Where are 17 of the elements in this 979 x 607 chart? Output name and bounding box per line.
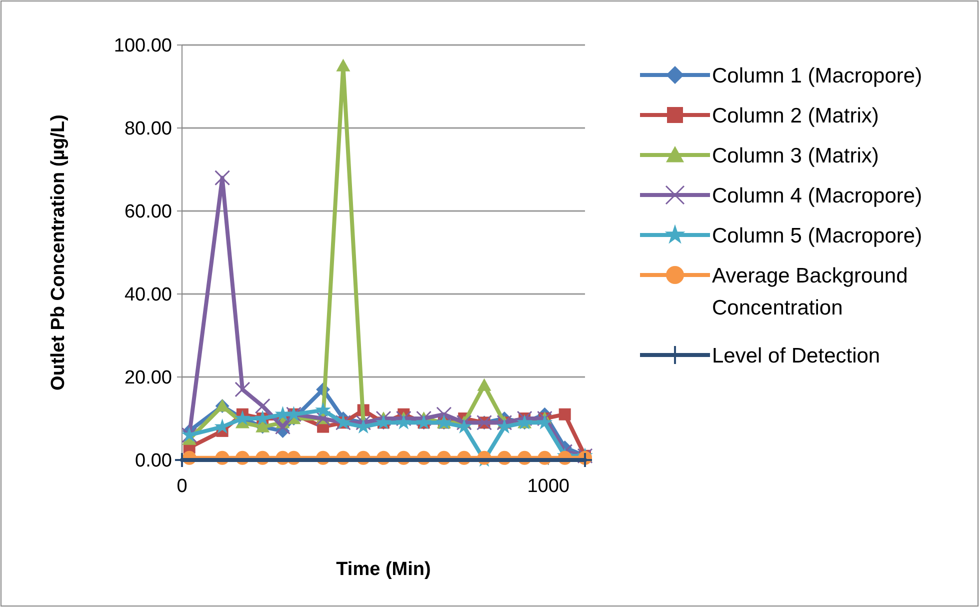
legend-label: Column 2 (Matrix)	[712, 104, 879, 128]
legend-label: Column 4 (Macropore)	[712, 184, 922, 208]
legend-label: Average Background Concentration	[712, 264, 908, 320]
x-tick-label: 0	[176, 476, 188, 497]
y-tick-label: 100.00	[114, 36, 172, 57]
y-tick-label: 60.00	[124, 202, 172, 223]
y-axis-title: Outlet Pb Concentration (µg/L)	[48, 114, 69, 390]
y-tick-label: 80.00	[124, 118, 172, 140]
x-axis-title: Time (Min)	[336, 559, 431, 580]
legend-label: Column 3 (Matrix)	[712, 144, 879, 168]
legend-label: Column 1 (Macropore)	[712, 64, 922, 88]
x-tick-label: 1000	[527, 476, 570, 497]
y-tick-label: 40.00	[124, 284, 172, 306]
legend-label: Column 5 (Macropore)	[712, 224, 922, 248]
y-tick-label: 0.00	[135, 450, 172, 472]
legend-label: Level of Detection	[712, 344, 880, 368]
y-tick-label: 20.00	[124, 368, 172, 389]
